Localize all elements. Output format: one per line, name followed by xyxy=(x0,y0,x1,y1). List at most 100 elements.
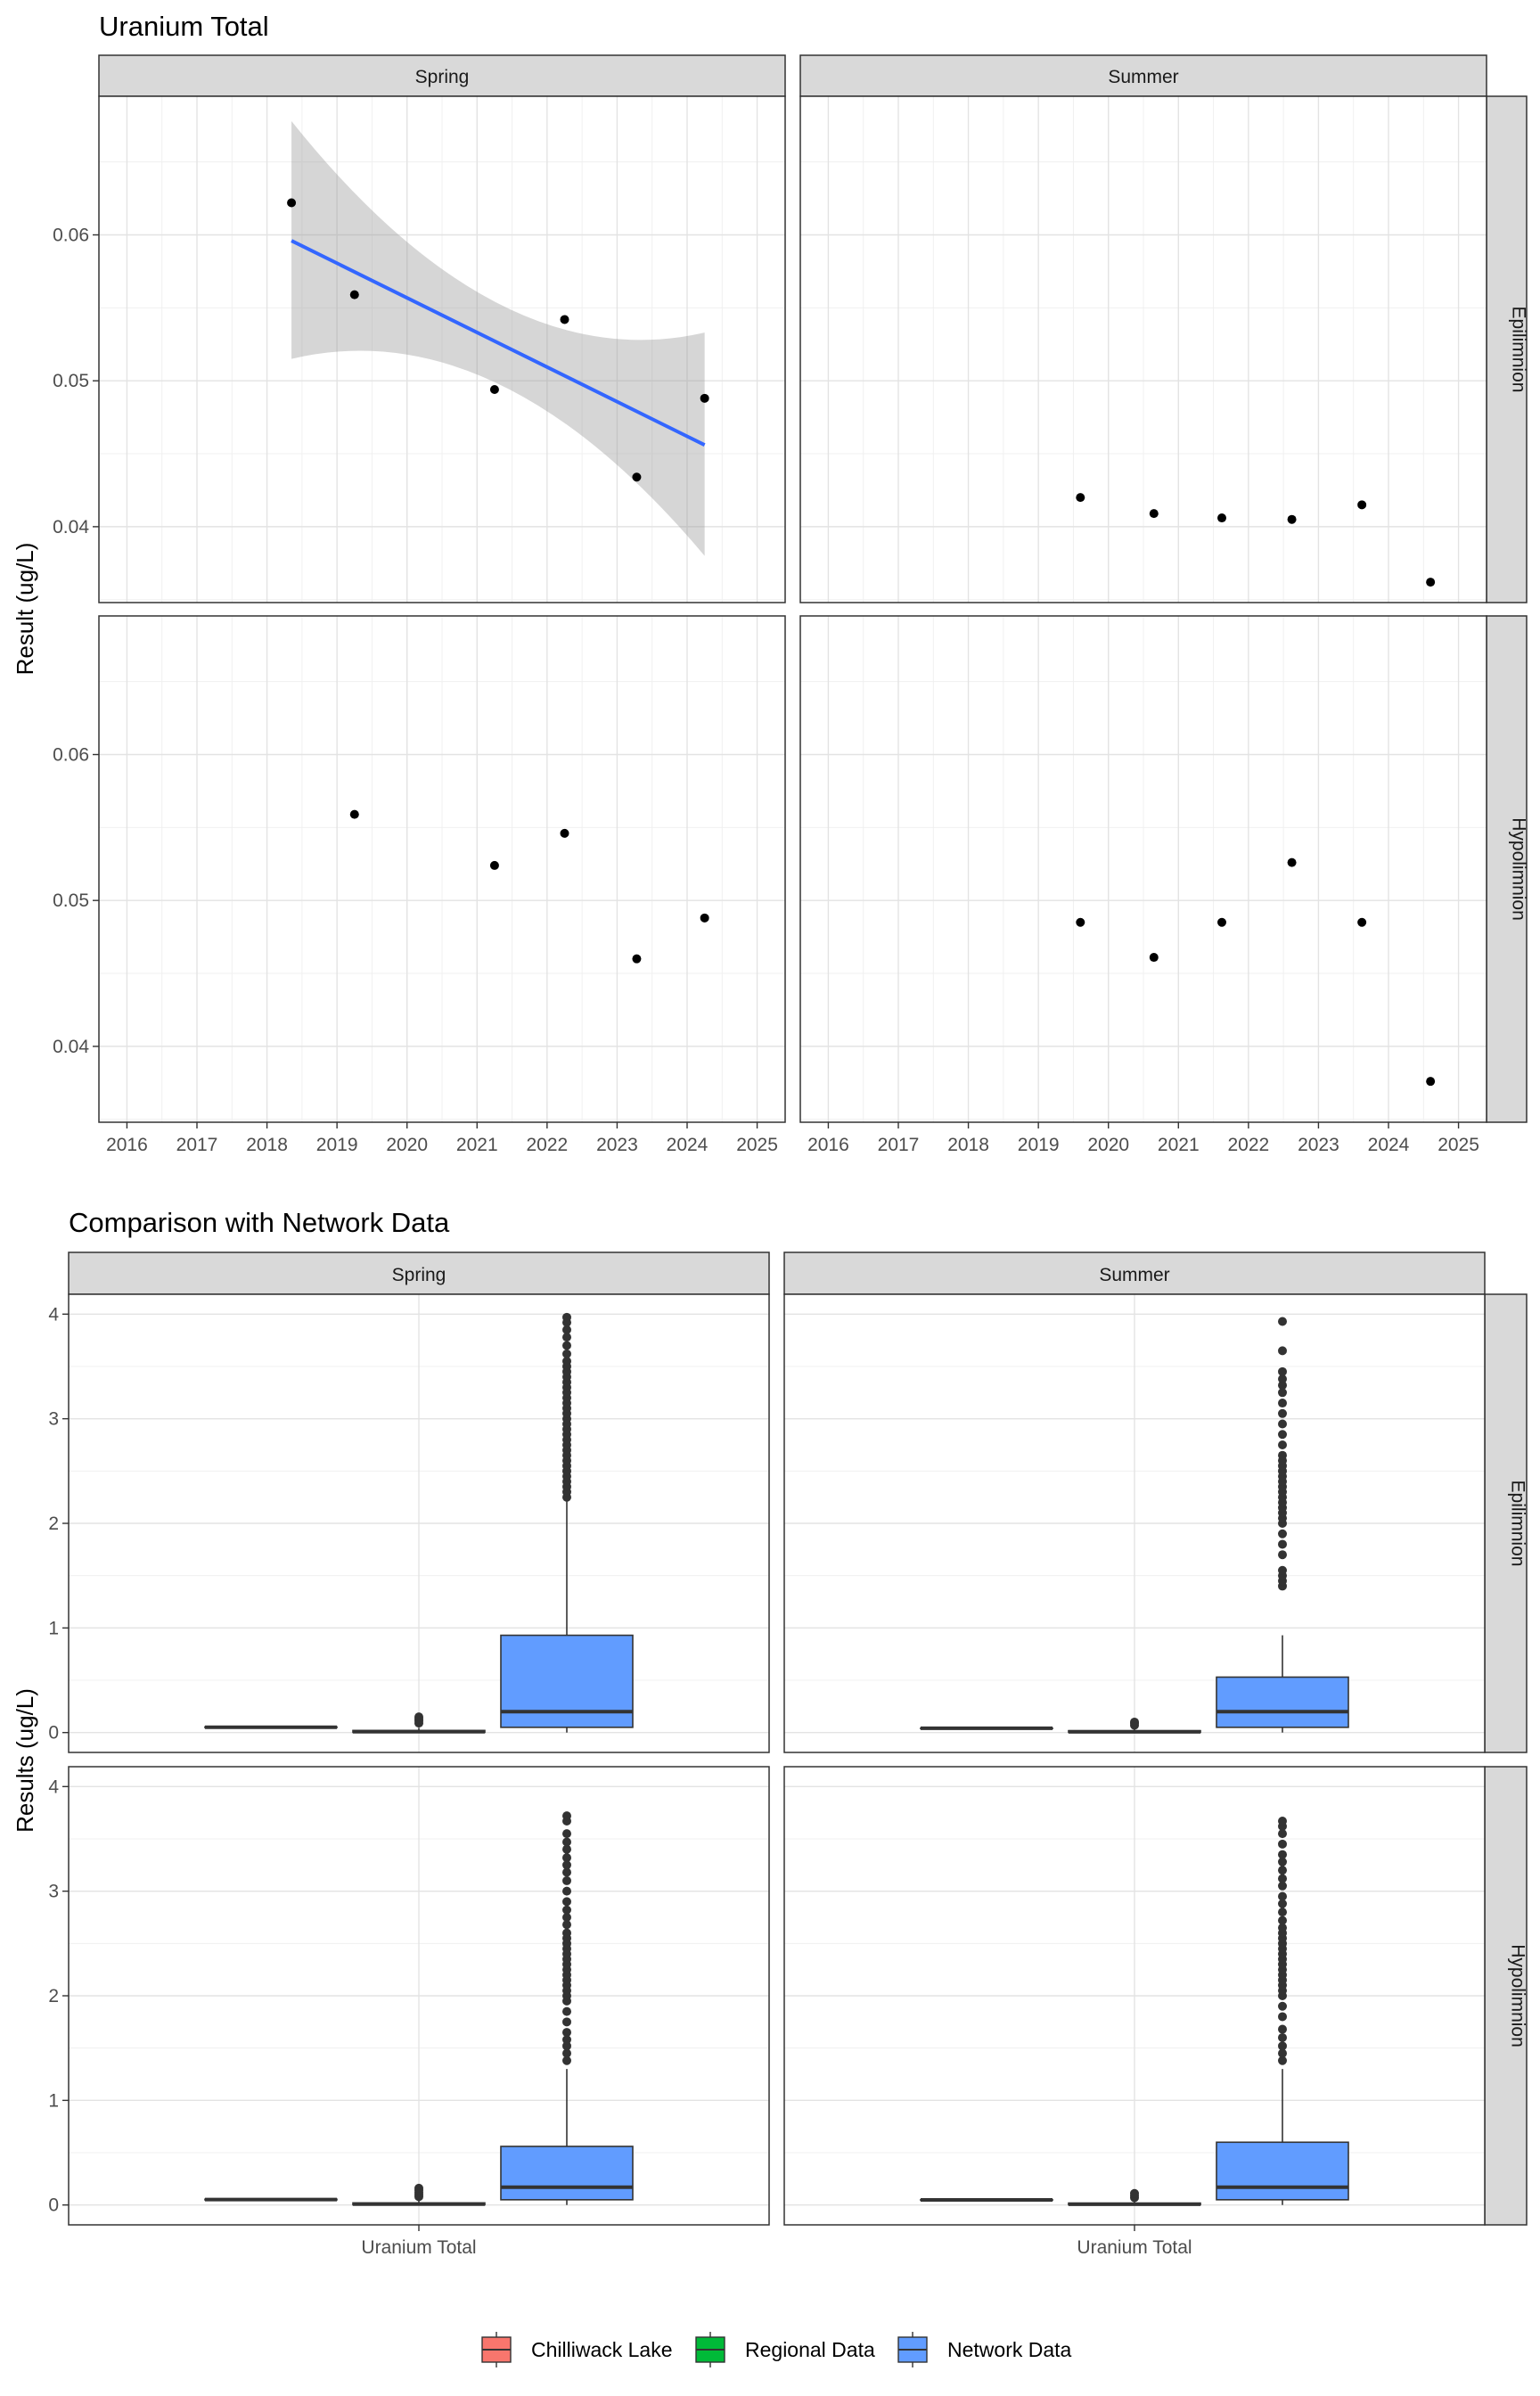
data-point xyxy=(489,385,499,395)
box-outlier xyxy=(562,1349,571,1358)
facet-strip-label: Spring xyxy=(392,1265,446,1285)
data-point xyxy=(1287,514,1297,524)
y-tick-label: 0.04 xyxy=(53,1037,89,1057)
data-point xyxy=(1426,1077,1436,1087)
box-outlier xyxy=(562,1341,571,1350)
box-outlier xyxy=(1278,1399,1287,1408)
box-outlier xyxy=(562,2006,571,2016)
y-tick-label: 3 xyxy=(48,1882,59,1902)
box-outlier xyxy=(1278,2048,1287,2058)
x-tick-label: 2024 xyxy=(667,1135,709,1155)
x-tick-label: 2024 xyxy=(1368,1135,1410,1155)
box-outlier xyxy=(1278,1374,1287,1384)
box-outlier xyxy=(1278,1829,1287,1839)
box-outlier xyxy=(562,1829,571,1839)
box-outlier xyxy=(1278,1923,1287,1932)
panel-border xyxy=(98,615,786,1123)
data-point xyxy=(1426,578,1436,587)
facet-strip-column xyxy=(98,54,786,97)
panel-border xyxy=(799,615,1487,1123)
box-outlier xyxy=(1278,2001,1287,2011)
legend-label: Chilliwack Lake xyxy=(531,2338,673,2361)
box-outlier xyxy=(1278,1550,1287,1560)
box-outlier xyxy=(1130,1717,1139,1727)
box-body xyxy=(1216,2141,1349,2201)
legend-label: Regional Data xyxy=(745,2338,875,2361)
data-point xyxy=(349,290,359,300)
y-tick-label: 0.05 xyxy=(53,890,89,911)
box-outlier xyxy=(562,2017,571,2027)
data-point xyxy=(1076,917,1085,927)
data-point xyxy=(560,315,569,324)
panel-border xyxy=(98,95,786,603)
box-outlier xyxy=(562,1844,571,1854)
y-tick-label: 0 xyxy=(48,1723,59,1744)
chart-title: Uranium Total xyxy=(99,11,269,42)
y-axis-title: Results (ug/L) xyxy=(12,1688,38,1833)
data-point xyxy=(1076,493,1085,503)
data-point xyxy=(1217,917,1226,927)
box-outlier xyxy=(1278,1388,1287,1398)
box-outlier xyxy=(1278,1430,1287,1440)
box-outlier xyxy=(562,1905,571,1915)
trend-line xyxy=(291,239,706,447)
data-point xyxy=(349,809,359,819)
facet-strip-label: Hypolimnion xyxy=(1509,817,1529,921)
x-tick-label: 2021 xyxy=(1158,1135,1200,1155)
facet-strip-label: Hypolimnion xyxy=(1508,1944,1528,2047)
box-outlier xyxy=(562,2048,571,2058)
box-outlier xyxy=(1278,1529,1287,1539)
data-point xyxy=(700,393,709,403)
facet-strip-row xyxy=(1486,615,1528,1123)
x-tick-label: 2019 xyxy=(316,1135,358,1155)
x-tick-label: 2022 xyxy=(526,1135,568,1155)
box-outlier xyxy=(1278,1440,1287,1449)
y-tick-label: 0.06 xyxy=(53,226,89,246)
box-body xyxy=(500,2146,634,2201)
box-outlier xyxy=(562,1886,571,1896)
box-outlier xyxy=(562,1867,571,1877)
x-tick-label: 2025 xyxy=(736,1135,778,1155)
data-point xyxy=(1357,917,1367,927)
facet-strip-label: Summer xyxy=(1108,67,1178,87)
data-point xyxy=(632,472,642,482)
data-point xyxy=(1287,857,1297,867)
x-tick-label: 2019 xyxy=(1018,1135,1060,1155)
x-tick-label: 2025 xyxy=(1438,1135,1479,1155)
data-point xyxy=(700,913,709,923)
panel-border xyxy=(799,95,1487,603)
data-point xyxy=(1149,953,1159,963)
data-point xyxy=(489,860,499,870)
box-outlier xyxy=(562,1333,571,1342)
box-outlier xyxy=(562,1325,571,1334)
box-outlier xyxy=(562,1811,571,1821)
box-outlier xyxy=(1278,1908,1287,1917)
box-outlier xyxy=(1130,2188,1139,2198)
y-tick-label: 1 xyxy=(48,1618,59,1638)
box-outlier xyxy=(1278,2032,1287,2042)
box-outlier xyxy=(1278,1866,1287,1875)
box-outlier xyxy=(562,1837,571,1847)
y-tick-label: 0.05 xyxy=(53,371,89,391)
panel-border xyxy=(783,1293,1486,1753)
box-outlier xyxy=(1278,1346,1287,1356)
box-outlier xyxy=(562,1853,571,1863)
data-point xyxy=(560,828,569,838)
x-tick-label: 2023 xyxy=(596,1135,638,1155)
legend-label: Network Data xyxy=(947,2338,1072,2361)
x-tick-label: 2016 xyxy=(106,1135,148,1155)
facet-strip-label: Epilimnion xyxy=(1508,1481,1528,1567)
box-outlier xyxy=(1278,2041,1287,2051)
y-tick-label: 3 xyxy=(48,1409,59,1430)
box-outlier xyxy=(1278,1891,1287,1901)
box-outlier xyxy=(562,2028,571,2038)
box-body xyxy=(1216,1676,1349,1728)
y-tick-label: 2 xyxy=(48,1986,59,2006)
box-outlier xyxy=(562,1920,571,1930)
y-tick-label: 2 xyxy=(48,1514,59,1534)
box-outlier xyxy=(1278,1850,1287,1859)
box-outlier xyxy=(1278,1916,1287,1925)
box-outlier xyxy=(562,2055,571,2065)
box-outlier xyxy=(1278,1857,1287,1867)
